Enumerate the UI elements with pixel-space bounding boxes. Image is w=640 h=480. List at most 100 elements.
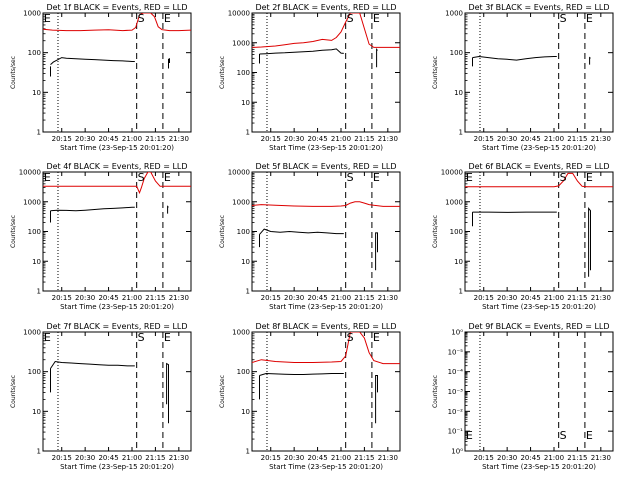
y-tick-label: 100 bbox=[237, 368, 250, 376]
x-tick-label: 20:15 bbox=[261, 135, 281, 143]
y-tick-label: 10 bbox=[32, 89, 41, 97]
y-tick-label: 10000 bbox=[228, 169, 250, 177]
marker-letter: E bbox=[586, 12, 593, 25]
x-tick-label: 20:30 bbox=[497, 454, 517, 462]
y-axis-label: Counts/sec bbox=[219, 56, 226, 89]
x-tick-label: 21:15 bbox=[567, 294, 587, 302]
events-series-line bbox=[472, 55, 557, 61]
marker-letter: E bbox=[164, 12, 171, 25]
marker-letter: E bbox=[373, 12, 380, 25]
marker-letter: E bbox=[586, 429, 593, 442]
panel-9: Det 9f BLACK = Events, RED = LLD 10⁰ 10⁻¹ 1… bbox=[432, 322, 614, 471]
y-tick-label: 10 bbox=[241, 99, 250, 107]
y-tick-label: 10000 bbox=[441, 169, 463, 177]
y-axis-label: Counts/sec bbox=[432, 56, 439, 89]
plot-frame bbox=[42, 331, 192, 452]
x-tick-label: 21:00 bbox=[122, 135, 142, 143]
y-tick-label: 10000 bbox=[19, 169, 41, 177]
panel-3: Det 3f BLACK = Events, RED = LLD 1 10 100 10… bbox=[432, 3, 614, 152]
events-series-line bbox=[50, 360, 135, 369]
x-axis-label: Start Time (23-Sep-15 20:01:20) bbox=[269, 463, 383, 471]
series-group bbox=[252, 332, 400, 424]
panel-title: Det 9f BLACK = Events, RED = LLD bbox=[468, 322, 609, 331]
x-tick-label: 20:15 bbox=[474, 454, 494, 462]
x-tick-label: 21:00 bbox=[331, 454, 351, 462]
x-tick-label: 21:00 bbox=[331, 294, 351, 302]
x-tick-label: 21:30 bbox=[169, 454, 189, 462]
x-tick-label: 20:30 bbox=[75, 135, 95, 143]
events-series-line bbox=[259, 48, 344, 55]
marker-letter: E bbox=[373, 171, 380, 184]
x-tick-label: 21:30 bbox=[169, 135, 189, 143]
x-tick-label: 21:15 bbox=[354, 294, 374, 302]
lld-series-line bbox=[465, 172, 613, 188]
x-tick-label: 20:45 bbox=[98, 454, 118, 462]
y-tick-label: 1 bbox=[459, 129, 463, 137]
y-tick-label: 10 bbox=[32, 408, 41, 416]
x-tick-label: 21:00 bbox=[544, 294, 564, 302]
x-tick-label: 20:45 bbox=[520, 454, 540, 462]
y-tick-label: 10 bbox=[241, 258, 250, 266]
x-tick-label: 21:30 bbox=[378, 454, 398, 462]
x-tick-label: 21:30 bbox=[378, 135, 398, 143]
lld-series-line bbox=[252, 332, 400, 365]
y-tick-label: 1000 bbox=[232, 198, 250, 206]
y-tick-label: 10⁰ bbox=[451, 448, 463, 456]
events-series-line bbox=[589, 56, 591, 65]
x-axis-label: Start Time (23-Sep-15 20:01:20) bbox=[269, 144, 383, 152]
x-tick-label: 20:15 bbox=[474, 294, 494, 302]
panel-title: Det 8f BLACK = Events, RED = LLD bbox=[255, 322, 396, 331]
y-tick-label: 1 bbox=[37, 288, 41, 296]
x-tick-label: 21:00 bbox=[544, 454, 564, 462]
panel-1: Det 1f BLACK = Events, RED = LLD 1 10 100 10… bbox=[10, 3, 192, 152]
series-group bbox=[50, 360, 169, 424]
series-group bbox=[472, 55, 591, 67]
x-tick-label: 20:45 bbox=[307, 294, 327, 302]
marker-letter: E bbox=[44, 12, 51, 25]
x-axis-label: Start Time (23-Sep-15 20:01:20) bbox=[482, 144, 596, 152]
y-axis-label: Counts/sec bbox=[432, 215, 439, 248]
events-series-line bbox=[168, 57, 170, 69]
marker-letter: E bbox=[164, 331, 171, 344]
panel-title: Det 3f BLACK = Events, RED = LLD bbox=[468, 3, 609, 12]
x-tick-label: 21:15 bbox=[354, 454, 374, 462]
y-tick-label: 10⁻⁵ bbox=[448, 348, 464, 356]
y-tick-label: 1000 bbox=[445, 198, 463, 206]
y-axis-label: Counts/sec bbox=[432, 375, 439, 408]
x-tick-label: 20:15 bbox=[52, 294, 72, 302]
marker-letter: E bbox=[466, 429, 473, 442]
x-tick-label: 20:30 bbox=[284, 454, 304, 462]
y-tick-label: 10 bbox=[241, 408, 250, 416]
series-group bbox=[252, 201, 400, 271]
x-tick-label: 21:15 bbox=[145, 454, 165, 462]
panel-title: Det 6f BLACK = Events, RED = LLD bbox=[468, 162, 609, 171]
events-series-line bbox=[167, 205, 169, 214]
x-axis-label: Start Time (23-Sep-15 20:01:20) bbox=[482, 463, 596, 471]
y-tick-label: 1 bbox=[246, 448, 250, 456]
panel-title: Det 7f BLACK = Events, RED = LLD bbox=[46, 322, 187, 331]
y-tick-label: 10⁰ bbox=[451, 329, 463, 337]
y-tick-label: 1 bbox=[246, 288, 250, 296]
series-group bbox=[252, 13, 400, 68]
y-tick-label: 100 bbox=[237, 69, 250, 77]
events-series-line bbox=[375, 375, 378, 424]
panel-2: Det 2f BLACK = Events, RED = LLD 1 10 100 10… bbox=[219, 3, 401, 152]
y-tick-label: 10 bbox=[454, 89, 463, 97]
panel-title: Det 5f BLACK = Events, RED = LLD bbox=[255, 162, 396, 171]
marker-letter: E bbox=[586, 171, 593, 184]
y-tick-label: 10⁻³ bbox=[448, 388, 464, 396]
plot-frame bbox=[251, 331, 401, 452]
x-tick-label: 21:00 bbox=[122, 454, 142, 462]
marker-letter: S bbox=[560, 429, 567, 442]
x-tick-label: 20:30 bbox=[284, 294, 304, 302]
x-tick-label: 20:45 bbox=[98, 135, 118, 143]
y-tick-label: 1000 bbox=[445, 10, 463, 18]
events-series-line bbox=[259, 228, 344, 235]
panel-title: Det 1f BLACK = Events, RED = LLD bbox=[46, 3, 187, 12]
y-tick-label: 1000 bbox=[23, 10, 41, 18]
x-tick-label: 20:15 bbox=[474, 135, 494, 143]
marker-letter: E bbox=[44, 171, 51, 184]
events-series-line bbox=[375, 232, 378, 271]
lld-series-line bbox=[43, 172, 191, 195]
